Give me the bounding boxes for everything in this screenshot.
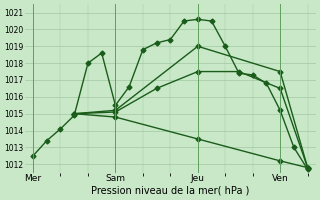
X-axis label: Pression niveau de la mer( hPa ): Pression niveau de la mer( hPa )	[91, 186, 250, 196]
